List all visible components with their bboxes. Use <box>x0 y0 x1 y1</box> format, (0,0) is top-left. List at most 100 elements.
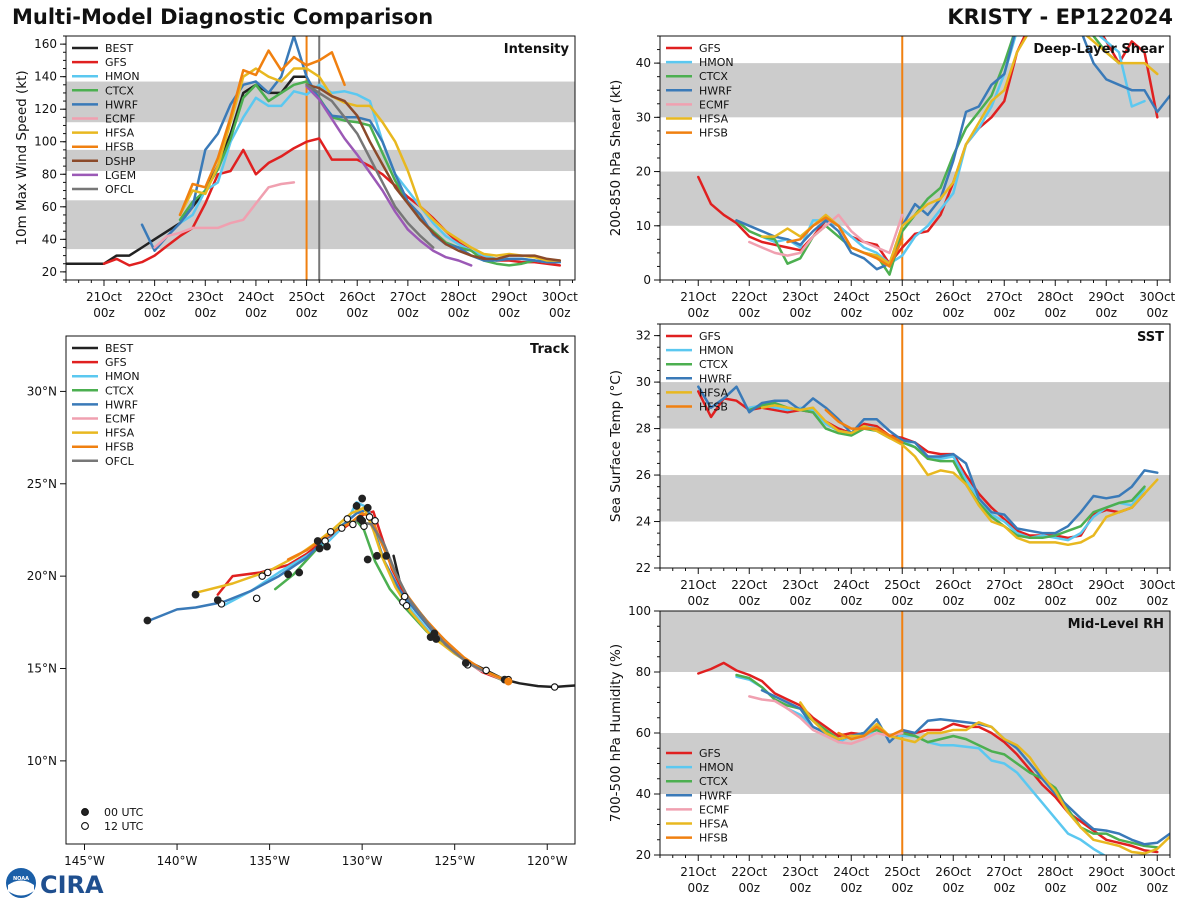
legend-label: HFSB <box>105 141 134 154</box>
x-tick-label-hour: 00z <box>498 306 520 320</box>
sst-series-group <box>697 385 1159 547</box>
x-tick-label-date: 25Oct <box>884 578 920 592</box>
series-line-ctcx <box>735 673 1159 849</box>
y-tick-label: 22 <box>636 561 651 575</box>
legend-label: ECMF <box>699 803 729 816</box>
x-tick-label-hour: 00z <box>687 881 709 895</box>
y-axis-label: Sea Surface Temp (°C) <box>608 370 624 522</box>
x-tick-label-date: 26Oct <box>339 290 375 304</box>
x-tick-label-date: 21Oct <box>86 290 122 304</box>
x-tick-label-date: 30Oct <box>1139 865 1175 879</box>
x-tick-label-hour: 00z <box>448 306 470 320</box>
x-tick-label-hour: 00z <box>346 306 368 320</box>
legend-label: HMON <box>699 56 734 69</box>
x-tick-label-date: 28Oct <box>1037 865 1073 879</box>
plot-frame <box>65 335 576 845</box>
x-tick-label-date: 29Oct <box>491 290 527 304</box>
x-tick-label-hour: 00z <box>144 306 166 320</box>
plot-frame <box>65 35 576 281</box>
series-line-ctcx <box>178 80 536 267</box>
series-line-gfs <box>697 661 1159 854</box>
intensity-panel: 21Oct 00z 22Oct 00z 23Oct 00z 24Oct 00z 25Oct 00z… <box>14 35 578 320</box>
track-marker-00utc <box>358 516 367 525</box>
y-tick-label: 80 <box>42 167 57 181</box>
x-tick-label-hour: 00z <box>1044 594 1066 608</box>
x-tick-label-hour: 00z <box>93 306 115 320</box>
y-tick-label: 60 <box>636 726 651 740</box>
y-tick-label: 30 <box>636 375 651 389</box>
legend-label: CTCX <box>105 84 134 97</box>
x-tick-label-date: 28Oct <box>1037 578 1073 592</box>
track-marker-00utc <box>358 494 367 503</box>
track-marker-00utc <box>313 537 322 545</box>
series-line-ctcx <box>748 401 1146 540</box>
legend-label: GFS <box>105 56 127 69</box>
track-marker-00utc <box>143 616 152 625</box>
panel-title: SST <box>1137 330 1164 345</box>
x-tick-label-date: 22Oct <box>137 290 173 304</box>
plot-frame <box>659 323 1171 569</box>
shaded-band <box>66 149 575 172</box>
y-tick-label: 25°N <box>27 477 57 491</box>
series-line-ecmf <box>748 213 904 257</box>
legend-label: HFSB <box>105 441 134 454</box>
series-line-gfs <box>697 36 1159 265</box>
y-axis-label: 200-850 hPa Shear (kt) <box>608 80 624 237</box>
x-tick-label: 120°W <box>527 854 568 868</box>
x-tick-label-hour: 00z <box>993 594 1015 608</box>
legend-label: BEST <box>105 42 133 55</box>
shaded-band <box>660 63 1170 118</box>
track-marker-00utc <box>323 542 331 551</box>
track-panel: 145°W 140°W 135°W 130°W 125°W 120°W 10°N 15°N 20… <box>27 335 576 868</box>
x-tick-label-hour: 00z <box>840 306 862 320</box>
series-line-ecmf <box>153 181 296 249</box>
x-tick-label-hour: 00z <box>891 306 913 320</box>
x-tick-label-date: 30Oct <box>542 290 578 304</box>
x-tick-label-date: 24Oct <box>833 865 869 879</box>
x-tick-label-hour: 00z <box>1044 881 1066 895</box>
x-tick-label-date: 24Oct <box>833 290 869 304</box>
legend-label: ECMF <box>105 413 135 426</box>
x-tick-label-date: 24Oct <box>833 578 869 592</box>
legend-label: HFSB <box>699 127 728 140</box>
marker-legend-filled <box>81 808 89 816</box>
y-tick-label: 160 <box>34 37 57 51</box>
legend-label: HWRF <box>699 789 732 802</box>
x-tick-label-date: 27Oct <box>390 290 426 304</box>
legend-label: HFSB <box>699 832 728 845</box>
series-line-hfsb <box>786 216 904 268</box>
x-tick-label-hour: 00z <box>687 594 709 608</box>
panel-title: Mid-Level RH <box>1068 617 1164 632</box>
panel-title: Track <box>530 342 569 357</box>
track-marker-12utc <box>343 515 352 523</box>
series-line-lgem <box>305 85 473 267</box>
marker-legend-label: 12 UTC <box>104 820 144 833</box>
x-tick-label-hour: 00z <box>397 306 419 320</box>
y-tick-label: 0 <box>643 273 651 287</box>
x-tick-label-hour: 00z <box>1095 306 1117 320</box>
x-tick-label-date: 29Oct <box>1088 578 1124 592</box>
plot-frame <box>659 35 1171 281</box>
track-marker-12utc <box>402 601 411 610</box>
figure-title: Multi-Model Diagnostic Comparison <box>12 5 434 29</box>
track-marker-00utc <box>315 544 324 553</box>
x-tick-label-hour: 00z <box>194 306 216 320</box>
x-tick-label-date: 21Oct <box>680 290 716 304</box>
x-tick-label-hour: 00z <box>1044 306 1066 320</box>
legend-label: HMON <box>105 370 140 383</box>
legend-label: CTCX <box>699 358 728 371</box>
legend-label: CTCX <box>699 775 728 788</box>
track-current-position <box>504 677 513 686</box>
legend-label: ECMF <box>105 113 135 126</box>
x-tick-label-date: 28Oct <box>440 290 476 304</box>
track-marker-12utc <box>371 516 379 525</box>
y-tick-label: 20 <box>42 265 57 279</box>
series-line-ofcl <box>355 519 488 674</box>
legend-label: OFCL <box>105 455 135 468</box>
x-tick-label-hour: 00z <box>738 594 760 608</box>
shear-series-group <box>697 36 1170 276</box>
legend-label: LGEM <box>105 169 136 182</box>
x-tick-label-date: 27Oct <box>986 865 1022 879</box>
y-tick-label: 30°N <box>27 384 57 398</box>
